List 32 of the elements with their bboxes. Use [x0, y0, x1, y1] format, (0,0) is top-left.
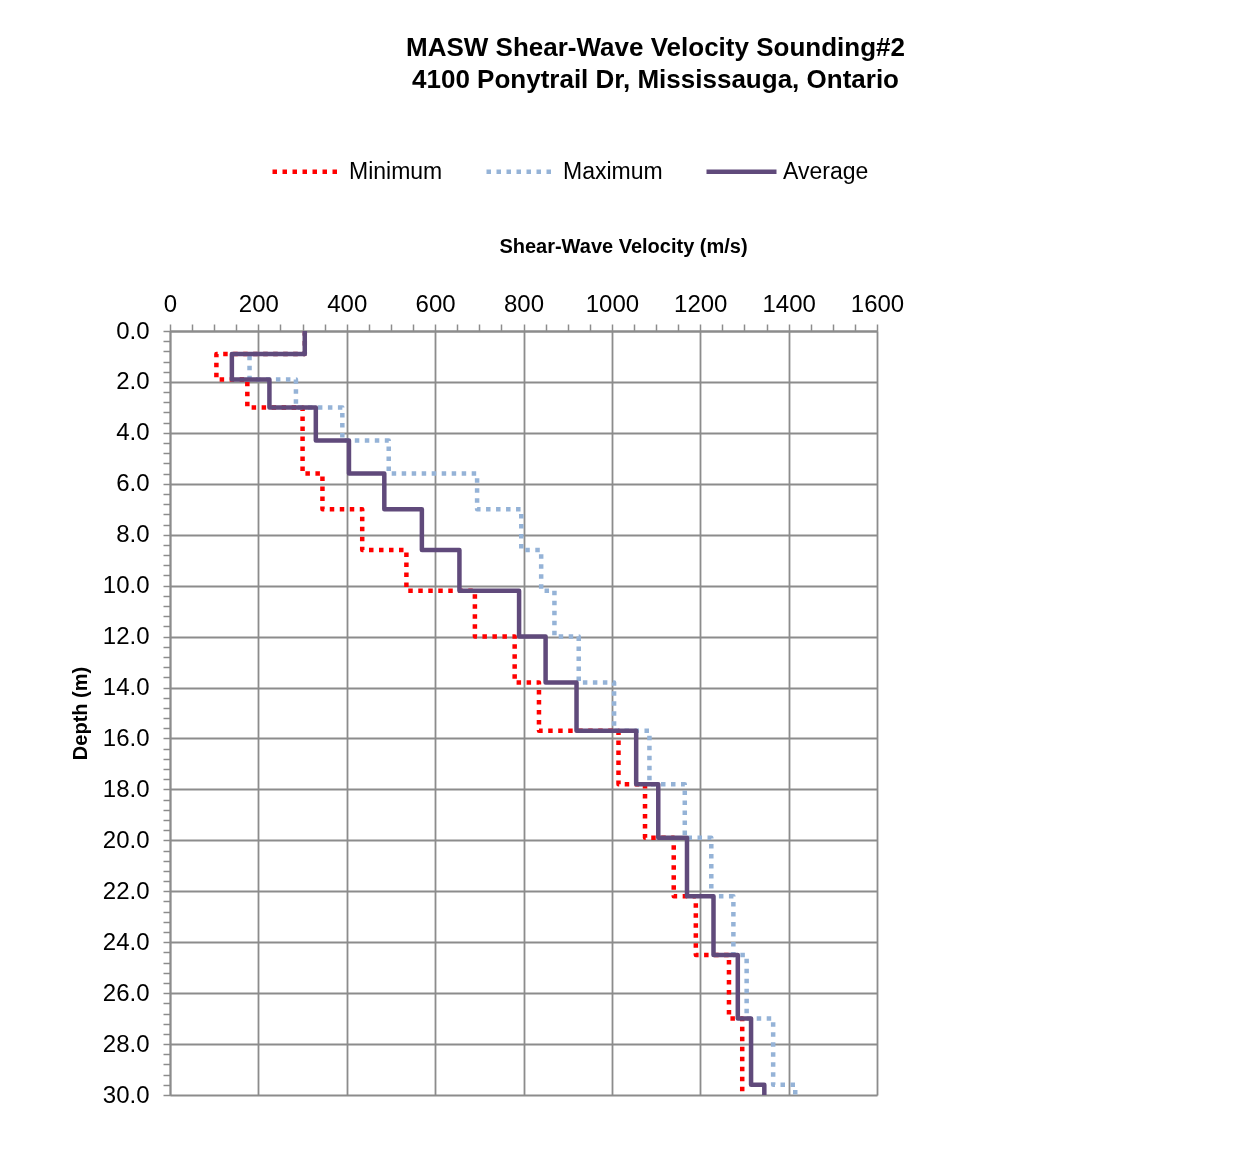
x-tick-label: 1200 — [674, 289, 728, 317]
x-tick-label: 0 — [163, 289, 178, 317]
legend-label: Average — [783, 157, 869, 184]
x-tick-label: 800 — [503, 289, 545, 317]
y-tick-label: 20.0 — [102, 825, 150, 853]
y-tick-label: 2.0 — [116, 367, 150, 395]
x-axis-title: Shear-Wave Velocity (m/s) — [499, 234, 748, 257]
y-tick-label: 0.0 — [116, 316, 150, 344]
x-tick-label: 400 — [327, 289, 368, 317]
x-tick-label: 1600 — [850, 289, 905, 317]
y-tick-label: 16.0 — [102, 723, 150, 751]
y-tick-label: 28.0 — [102, 1029, 150, 1057]
y-tick-label: 10.0 — [102, 571, 150, 599]
legend-label: Maximum — [563, 157, 663, 184]
chart-subtitle: 4100 Ponytrail Dr, Mississauga, Ontario — [412, 64, 899, 94]
y-axis-title: Depth (m) — [68, 666, 91, 761]
y-tick-label: 24.0 — [102, 927, 150, 955]
y-tick-label: 12.0 — [102, 622, 150, 650]
x-tick-label: 200 — [238, 289, 279, 317]
chart-title: MASW Shear-Wave Velocity Sounding#2 — [406, 32, 905, 62]
legend-label: Minimum — [349, 157, 443, 184]
y-tick-label: 22.0 — [102, 876, 150, 904]
y-tick-label: 30.0 — [102, 1080, 150, 1108]
y-tick-label: 8.0 — [116, 520, 150, 548]
y-tick-label: 26.0 — [102, 978, 150, 1006]
y-tick-label: 18.0 — [102, 774, 150, 802]
y-tick-label: 4.0 — [116, 418, 150, 446]
y-tick-label: 6.0 — [116, 469, 150, 497]
x-tick-label: 1000 — [585, 289, 640, 317]
y-tick-label: 14.0 — [102, 673, 150, 701]
x-tick-label: 1400 — [762, 289, 816, 317]
x-tick-label: 600 — [415, 289, 456, 317]
